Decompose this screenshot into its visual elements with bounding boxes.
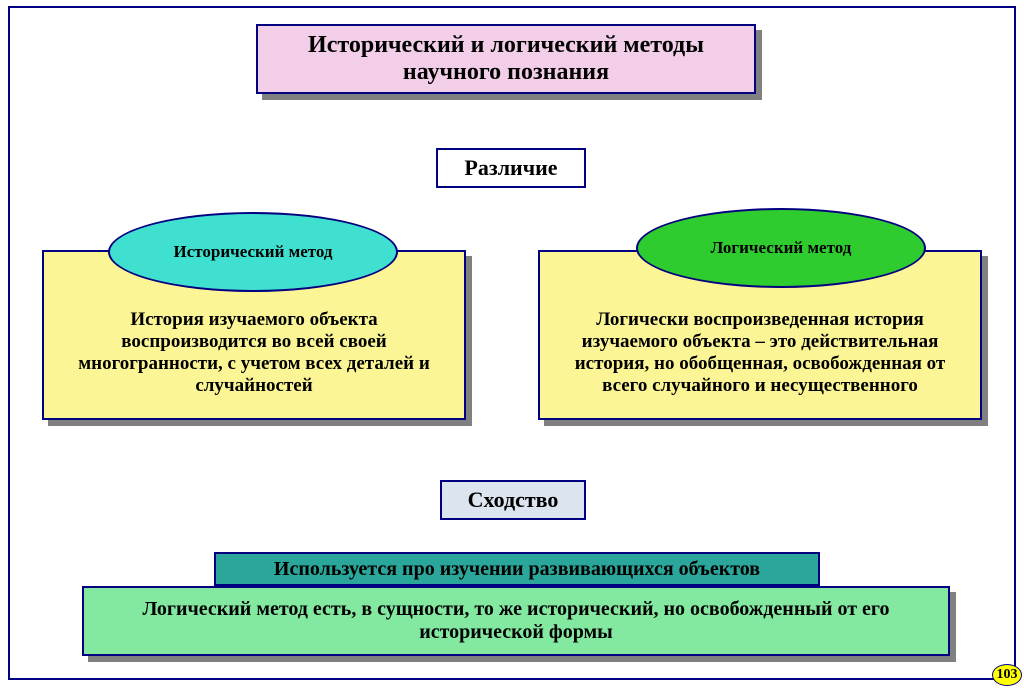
bottom-box-text: Логический метод есть, в сущности, то же… [84,592,948,650]
left-box-text: История изучаемого объекта воспроизводит… [58,309,450,397]
left-ellipse: Исторический метод [108,212,398,292]
bottom-bar: Используется про изучении развивающихся … [214,552,820,586]
title-line2: научного познания [403,59,609,86]
title-box: Исторический и логический методы научног… [256,24,756,94]
difference-label: Различие [436,148,586,188]
difference-text: Различие [464,155,557,181]
right-ellipse: Логический метод [636,208,926,288]
page-number: 103 [992,664,1022,686]
page-number-value: 103 [997,667,1018,683]
bottom-box: Логический метод есть, в сущности, то же… [82,586,950,656]
title-line1: Исторический и логический методы [308,32,704,59]
right-ellipse-text: Логический метод [711,238,852,258]
bottom-bar-text: Используется про изучении развивающихся … [274,558,760,581]
left-ellipse-text: Исторический метод [173,242,332,262]
right-box-text: Логически воспроизведенная история изуча… [554,309,966,397]
similarity-text: Сходство [468,487,559,513]
similarity-label: Сходство [440,480,586,520]
